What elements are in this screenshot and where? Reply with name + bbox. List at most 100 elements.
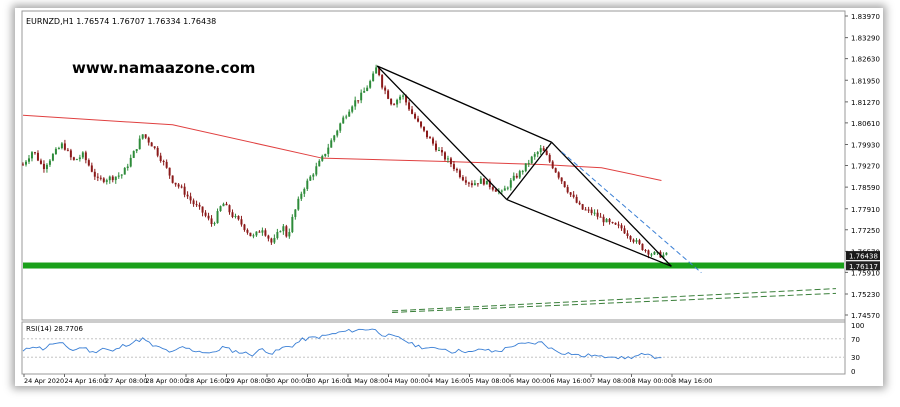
candle-body — [60, 143, 63, 149]
candle-body — [584, 209, 587, 211]
candle-body — [276, 231, 279, 239]
candle-body — [426, 130, 429, 138]
price-label: 1.77910 — [851, 206, 880, 214]
candle-body — [452, 164, 455, 169]
watermark-text: www.namaazone.com — [72, 59, 255, 77]
candle-body — [614, 222, 617, 225]
candle-body — [653, 251, 656, 255]
time-label: 27 Apr 08:00 — [105, 377, 147, 385]
candle-body — [345, 116, 348, 118]
candle-body — [623, 228, 626, 234]
candle-body — [318, 160, 321, 167]
candle-body — [294, 209, 297, 217]
candle-body — [216, 211, 219, 224]
candle-body — [285, 226, 288, 237]
candle-body — [414, 113, 417, 119]
candle-body — [57, 148, 60, 150]
candle-body — [201, 206, 204, 213]
candle-body — [141, 134, 144, 139]
candle-body — [93, 171, 96, 177]
candle-body — [207, 215, 210, 219]
candle-body — [129, 157, 132, 167]
candle-body — [411, 109, 414, 114]
candle-body — [192, 200, 195, 205]
candle-body — [150, 142, 153, 147]
price-label: 1.83970 — [851, 13, 880, 21]
candle-body — [24, 161, 27, 165]
rsi-axis: 100 70 30 0 — [851, 322, 864, 376]
price-label: 1.79270 — [851, 163, 880, 171]
rsi-axis-label: 30 — [851, 354, 860, 362]
candle-body — [464, 180, 467, 183]
candle-body — [279, 231, 282, 233]
candle-body — [548, 154, 551, 162]
candle-body — [560, 177, 563, 182]
candle-body — [518, 171, 521, 178]
candle-body — [494, 189, 497, 192]
candle-body — [572, 194, 575, 197]
candle-body — [578, 202, 581, 205]
candle-body — [587, 209, 590, 211]
candle-body — [372, 73, 375, 82]
candle-body — [632, 239, 635, 242]
candle-body — [524, 163, 527, 172]
candle-body — [557, 172, 560, 178]
candle-body — [512, 175, 515, 181]
moving-average-layer — [22, 114, 662, 181]
rsi-line — [22, 328, 662, 360]
candle-body — [120, 174, 123, 176]
price-label: 1.83290 — [851, 35, 880, 43]
candle-body — [186, 194, 189, 197]
price-label: 1.79930 — [851, 142, 880, 150]
candle-body — [650, 254, 653, 256]
candle-body — [102, 178, 105, 182]
trendline-blue-dashed — [561, 151, 702, 274]
candle-body — [521, 171, 524, 173]
candle-body — [22, 164, 24, 166]
candle-body — [156, 147, 159, 156]
candle-body — [261, 230, 264, 233]
candle-body — [608, 219, 611, 223]
candle-body — [27, 158, 30, 162]
candle-body — [246, 229, 249, 233]
candle-body — [174, 182, 177, 185]
candle-body — [575, 196, 578, 203]
time-label: 7 May 08:00 — [591, 377, 631, 385]
time-label: 4 May 00:00 — [389, 377, 429, 385]
rsi-axis-label: 100 — [851, 322, 864, 330]
candle-body — [599, 216, 602, 218]
price-axis: 1.83970 1.83290 1.82630 1.81950 1.81270 1.806… — [845, 13, 880, 320]
trendline-upper-channel — [376, 65, 552, 143]
candle-body — [198, 204, 201, 207]
candle-body — [45, 164, 48, 170]
time-label: 28 Apr 00:00 — [146, 377, 188, 385]
candle-body — [351, 106, 354, 112]
candle-body — [96, 176, 99, 178]
candle-body — [234, 215, 237, 217]
price-chart[interactable]: EURNZD,H1 1.76574 1.76707 1.76334 1.7643… — [15, 8, 883, 386]
candle-body — [258, 231, 261, 233]
candle-body — [545, 150, 548, 155]
candle-body — [662, 254, 665, 258]
candle-body — [159, 155, 162, 161]
time-label: 6 May 16:00 — [551, 377, 591, 385]
candle-body — [533, 154, 536, 157]
candle-body — [611, 222, 614, 224]
candle-body — [563, 181, 566, 188]
candle-body — [390, 98, 393, 105]
candle-body — [324, 153, 327, 156]
candle-body — [138, 138, 141, 150]
candle-body — [635, 240, 638, 242]
candle-body — [536, 152, 539, 155]
candle-body — [231, 212, 234, 217]
candle-body — [617, 224, 620, 226]
candle-body — [240, 219, 243, 225]
time-label: 29 Apr 08:00 — [227, 377, 269, 385]
candle-body — [111, 176, 114, 181]
candle-body — [339, 123, 342, 131]
candle-body — [165, 161, 168, 168]
candle-body — [665, 252, 668, 255]
candle-body — [300, 193, 303, 199]
candle-body — [210, 218, 213, 225]
candle-body — [527, 163, 530, 165]
